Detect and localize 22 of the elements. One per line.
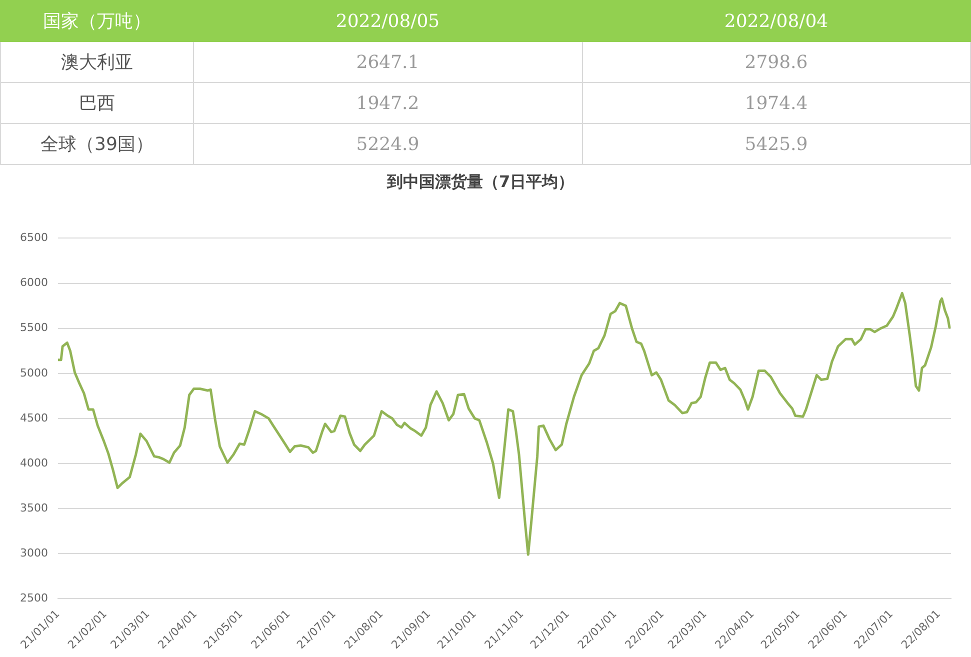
y-tick-label: 6000 (20, 276, 48, 290)
chart-title: 到中国漂货量（7日平均） (386, 172, 574, 191)
data-label: 1974.4 (582, 82, 970, 124)
y-tick-label: 2500 (20, 592, 48, 605)
y-tick-label: 全球（39国） (0, 124, 194, 164)
y-tick-label: 4500 (20, 411, 48, 424)
y-tick-label: 5000 (20, 366, 48, 380)
y-tick-label: 6500 (20, 231, 48, 244)
x-tick-label: 2022/08/04 (582, 0, 970, 42)
y-tick-label: 3000 (20, 546, 48, 560)
data-label: 2798.6 (582, 42, 970, 82)
data-label: 2647.1 (194, 42, 582, 82)
y-tick-label: 3500 (20, 501, 48, 514)
data-label: 5425.9 (582, 124, 970, 164)
y-tick-label: 5500 (20, 321, 48, 334)
y-tick-label: 澳大利亚 (0, 42, 194, 82)
y-tick-label: 4000 (20, 456, 48, 470)
y-tick-label: 巴西 (0, 82, 194, 124)
data-label: 1947.2 (194, 82, 582, 124)
y-axis-title: 国家（万吨） (0, 0, 194, 42)
x-tick-label: 2022/08/05 (194, 0, 582, 42)
data-label: 5224.9 (194, 124, 582, 164)
